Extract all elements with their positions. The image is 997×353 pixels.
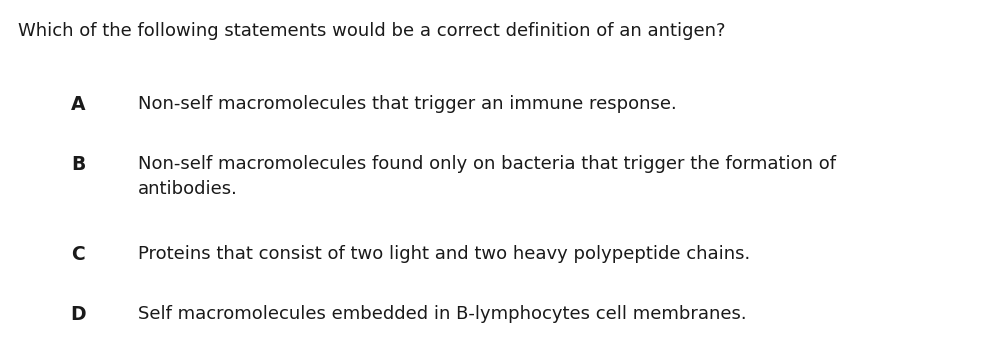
Text: Which of the following statements would be a correct definition of an antigen?: Which of the following statements would … — [18, 22, 726, 40]
Text: Non-self macromolecules that trigger an immune response.: Non-self macromolecules that trigger an … — [138, 95, 677, 113]
Text: B: B — [71, 155, 85, 174]
Text: C: C — [71, 245, 85, 264]
Text: A: A — [71, 95, 86, 114]
Text: Self macromolecules embedded in B-lymphocytes cell membranes.: Self macromolecules embedded in B-lympho… — [138, 305, 747, 323]
Text: Non-self macromolecules found only on bacteria that trigger the formation of
ant: Non-self macromolecules found only on ba… — [138, 155, 836, 198]
Text: D: D — [70, 305, 86, 324]
Text: Proteins that consist of two light and two heavy polypeptide chains.: Proteins that consist of two light and t… — [138, 245, 751, 263]
